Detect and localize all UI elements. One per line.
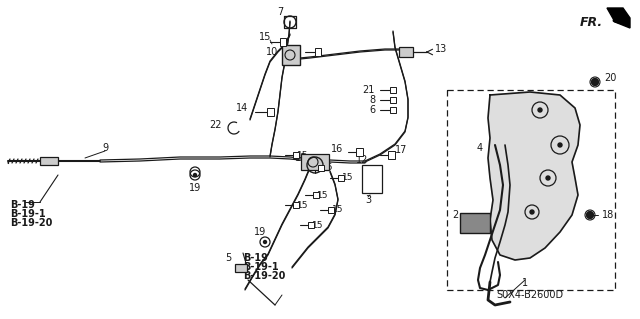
Circle shape — [558, 143, 562, 147]
Bar — [301, 154, 329, 170]
Polygon shape — [607, 8, 630, 28]
Text: 20: 20 — [604, 73, 616, 83]
Bar — [399, 47, 413, 57]
Bar — [293, 152, 299, 158]
Bar — [235, 264, 247, 272]
Text: 6: 6 — [369, 105, 375, 115]
Text: 15: 15 — [312, 220, 324, 229]
Circle shape — [538, 108, 542, 112]
Bar — [390, 107, 396, 113]
Text: 16: 16 — [331, 144, 343, 154]
Text: 15: 15 — [332, 205, 344, 214]
Bar — [313, 192, 319, 198]
Text: 2: 2 — [452, 210, 458, 220]
Text: B-19: B-19 — [243, 253, 268, 263]
Bar — [293, 202, 299, 208]
Text: 15: 15 — [323, 164, 333, 173]
Circle shape — [591, 78, 598, 85]
Bar — [318, 165, 324, 171]
Text: 1: 1 — [522, 278, 528, 288]
Bar — [280, 38, 286, 46]
Text: B-19-20: B-19-20 — [10, 218, 52, 228]
Polygon shape — [488, 92, 580, 260]
Text: B-19: B-19 — [10, 200, 35, 210]
Text: 14: 14 — [236, 103, 248, 113]
Text: 13: 13 — [435, 44, 447, 54]
Text: 19: 19 — [254, 227, 266, 237]
Bar — [40, 157, 58, 165]
Text: 17: 17 — [395, 145, 408, 155]
Text: 15: 15 — [342, 174, 354, 182]
Bar — [460, 213, 490, 233]
Text: 9: 9 — [102, 143, 108, 153]
Bar — [388, 151, 395, 159]
Text: 8: 8 — [369, 95, 375, 105]
Bar — [356, 148, 363, 156]
Circle shape — [193, 174, 196, 176]
Bar — [282, 45, 300, 65]
Text: 15: 15 — [317, 190, 329, 199]
Bar — [315, 48, 321, 56]
Text: 11: 11 — [295, 153, 307, 163]
Text: 5: 5 — [225, 253, 231, 263]
Text: 15: 15 — [297, 151, 308, 160]
Text: FR.: FR. — [580, 16, 603, 28]
Circle shape — [546, 176, 550, 180]
Bar — [390, 87, 396, 93]
Bar — [308, 222, 314, 228]
Text: 12: 12 — [356, 155, 368, 165]
Bar — [267, 108, 274, 116]
Text: 3: 3 — [365, 195, 371, 205]
Bar — [362, 165, 382, 193]
Text: S0X4-B2600D: S0X4-B2600D — [497, 290, 564, 300]
Text: B-19-1: B-19-1 — [243, 262, 278, 272]
Text: 21: 21 — [363, 85, 375, 95]
Text: 10: 10 — [266, 47, 278, 57]
Circle shape — [264, 241, 266, 243]
Text: 15: 15 — [259, 32, 271, 42]
Text: B-19-1: B-19-1 — [10, 209, 45, 219]
Text: 19: 19 — [189, 183, 201, 193]
Bar — [390, 97, 396, 103]
Text: 4: 4 — [477, 143, 483, 153]
Text: B-19-20: B-19-20 — [243, 271, 285, 281]
Text: 22: 22 — [209, 120, 222, 130]
Bar — [338, 175, 344, 181]
Text: 7: 7 — [277, 7, 283, 17]
Text: 18: 18 — [602, 210, 614, 220]
Circle shape — [586, 211, 593, 219]
Bar — [328, 207, 334, 213]
Circle shape — [530, 210, 534, 214]
Text: 15: 15 — [297, 201, 308, 210]
